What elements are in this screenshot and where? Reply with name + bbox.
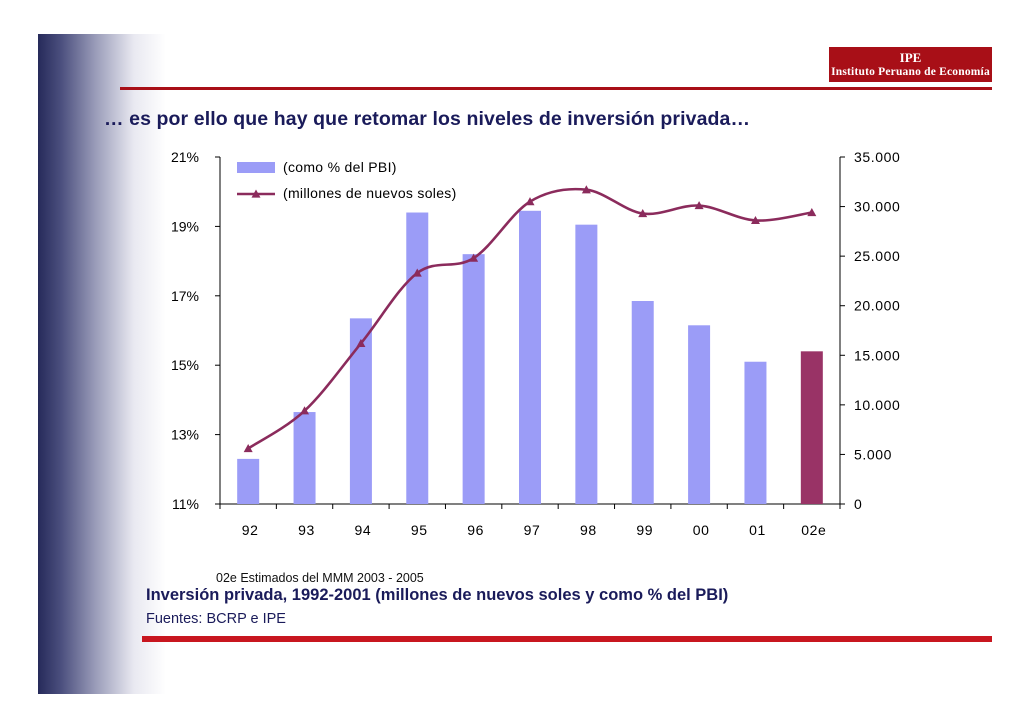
line-marker-93 [300, 406, 310, 415]
bar-pbi-00 [688, 325, 711, 504]
ipe-logo: IPE Instituto Peruano de Economía [829, 47, 992, 82]
right-axis-tick-label: 35.000 [854, 149, 900, 165]
bar-pbi-97 [519, 210, 541, 504]
line-marker-94 [356, 338, 366, 347]
x-axis-category-label: 99 [636, 522, 653, 538]
left-axis-tick-label: 19% [171, 218, 199, 234]
bar-pbi-95 [406, 212, 429, 504]
bottom-rule [142, 636, 992, 642]
right-axis-tick-label: 5.000 [854, 446, 892, 462]
legend-bar-swatch [237, 162, 275, 173]
line-marker-92 [243, 443, 253, 453]
right-axis-tick-label: 25.000 [854, 248, 900, 264]
bar-pbi-02e [800, 351, 823, 504]
top-rule [120, 87, 992, 90]
line-marker-97 [525, 197, 535, 206]
bar-pbi-94 [349, 318, 372, 504]
x-axis-category-label: 02e [801, 522, 826, 538]
left-axis-tick-label: 21% [171, 149, 199, 165]
left-axis-tick-label: 13% [171, 427, 199, 443]
bar-pbi-93 [293, 412, 316, 504]
legend-line-label: (millones de nuevos soles) [283, 185, 457, 201]
x-axis-category-label: 94 [355, 522, 372, 538]
slide-title: … es por ello que hay que retomar los ni… [104, 108, 751, 130]
right-axis-tick-label: 30.000 [854, 199, 900, 215]
x-axis-category-label: 93 [298, 522, 315, 538]
logo-name: Instituto Peruano de Economía [831, 66, 990, 78]
bar-pbi-92 [237, 458, 260, 504]
left-axis-tick-label: 11% [172, 496, 199, 512]
line-marker-95 [412, 268, 422, 277]
x-axis-category-label: 00 [693, 522, 710, 538]
right-axis-tick-label: 0 [854, 496, 862, 512]
chart-footnote: 02e Estimados del MMM 2003 - 2005 [216, 571, 424, 585]
line-marker-00 [694, 201, 704, 210]
legend-line-marker [251, 189, 261, 198]
right-axis-tick-label: 20.000 [854, 298, 900, 314]
line-marker-02e [807, 208, 817, 217]
right-axis-tick-label: 15.000 [854, 347, 900, 363]
bar-pbi-96 [462, 254, 485, 504]
bar-pbi-98 [575, 224, 598, 505]
line-marker-01 [750, 215, 760, 225]
x-axis-category-label: 98 [580, 522, 597, 538]
right-axis-tick-label: 10.000 [854, 397, 900, 413]
line-marker-98 [581, 185, 591, 194]
x-axis-category-label: 95 [411, 522, 428, 538]
x-axis-category-label: 01 [749, 522, 766, 538]
line-soles-series [247, 187, 813, 450]
line-marker-96 [469, 253, 479, 262]
bar-pbi-99 [631, 301, 654, 504]
left-axis-tick-label: 15% [171, 357, 199, 373]
bar-pbi-01 [744, 361, 767, 504]
x-axis-category-label: 97 [524, 522, 541, 538]
logo-abbr: IPE [899, 50, 922, 65]
left-axis-tick-label: 17% [171, 288, 199, 304]
decorative-side-bar [38, 34, 166, 694]
x-axis-category-label: 92 [242, 522, 259, 538]
x-axis-category-label: 96 [467, 522, 484, 538]
legend-bar-label: (como % del PBI) [283, 159, 397, 175]
chart-caption: Inversión privada, 1992-2001 (millones d… [146, 586, 729, 604]
chart-source: Fuentes: BCRP e IPE [146, 611, 286, 627]
line-marker-99 [638, 209, 648, 218]
